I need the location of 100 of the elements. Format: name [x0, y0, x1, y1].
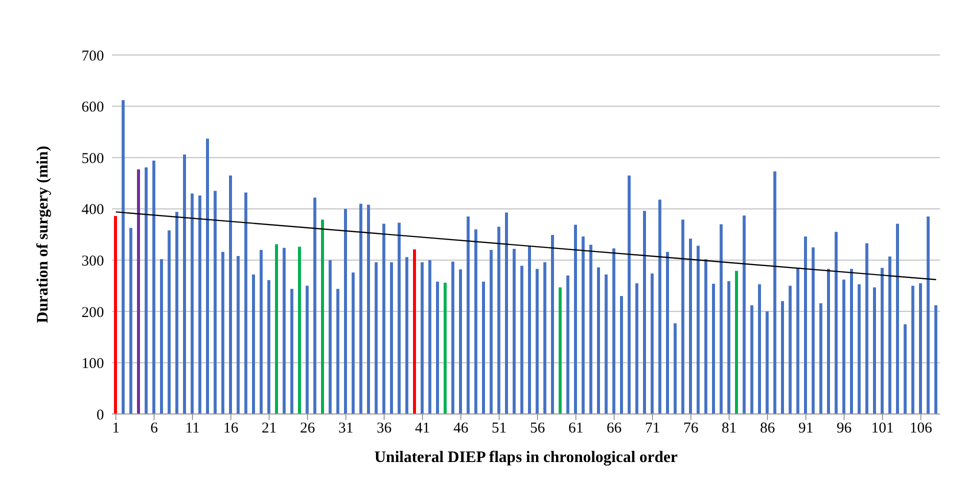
- x-tick-label: 71: [645, 420, 660, 437]
- bar: [512, 248, 516, 414]
- bar: [788, 286, 792, 414]
- bar: [589, 244, 592, 414]
- x-tick-label: 91: [798, 420, 814, 437]
- bar: [551, 235, 554, 414]
- x-tick-label: 26: [300, 420, 316, 437]
- bar: [934, 305, 938, 414]
- bar: [850, 268, 853, 414]
- bar: [328, 260, 332, 414]
- x-tick-label: 66: [606, 420, 622, 437]
- bar: [904, 324, 907, 414]
- bar: [390, 262, 393, 414]
- x-tick-label: 31: [338, 420, 354, 437]
- bar: [635, 283, 638, 414]
- bar: [880, 268, 884, 414]
- bar: [720, 224, 723, 414]
- bar: [873, 287, 876, 414]
- bar: [681, 220, 684, 414]
- bar: [244, 192, 248, 414]
- bar: [858, 284, 861, 414]
- bar: [704, 259, 708, 414]
- bar: [206, 138, 209, 414]
- bar: [122, 100, 125, 414]
- bar: [834, 232, 838, 414]
- bar: [459, 269, 462, 414]
- y-tick-label: 600: [82, 100, 104, 116]
- bar: [773, 171, 776, 414]
- bar: [221, 252, 224, 414]
- bar: [911, 286, 914, 414]
- bar: [566, 276, 570, 414]
- bar: [260, 250, 263, 414]
- x-tick-label: 106: [910, 420, 933, 437]
- bar: [712, 284, 715, 414]
- y-tick-label: 0: [96, 407, 104, 424]
- bar: [597, 267, 600, 414]
- bar: [796, 268, 800, 414]
- y-tick-label: 400: [82, 202, 104, 218]
- bar: [466, 216, 470, 414]
- bar: [275, 244, 278, 414]
- bar: [444, 282, 447, 414]
- bar: [543, 262, 546, 414]
- bar: [536, 268, 539, 414]
- bar: [474, 229, 478, 414]
- x-tick-label: 96: [836, 420, 852, 437]
- y-tick-label: 700: [82, 48, 104, 64]
- bar: [160, 259, 163, 414]
- bar: [428, 260, 432, 414]
- bar: [313, 198, 316, 414]
- bar: [804, 236, 807, 414]
- bar: [766, 311, 769, 414]
- bar: [865, 243, 868, 414]
- bar: [926, 216, 930, 414]
- bar: [183, 154, 186, 414]
- x-tick-label: 41: [415, 420, 430, 437]
- bar: [666, 252, 669, 414]
- x-tick-label: 101: [871, 420, 894, 437]
- bar: [382, 224, 386, 414]
- bar: [674, 323, 677, 414]
- bar: [827, 268, 830, 414]
- x-tick-label: 46: [453, 420, 469, 437]
- bar: [236, 256, 240, 414]
- bar: [604, 274, 608, 414]
- bar: [298, 246, 301, 414]
- y-tick-label: 100: [82, 356, 104, 372]
- bar: [812, 247, 815, 414]
- bar: [758, 284, 761, 414]
- bar: [282, 248, 286, 414]
- x-tick-label: 6: [150, 420, 158, 437]
- bar: [252, 274, 255, 414]
- bar: [520, 266, 524, 414]
- bar: [144, 167, 148, 414]
- bar: [582, 236, 585, 414]
- bar: [558, 287, 562, 414]
- x-axis-title: Unilateral DIEP flaps in chronological order: [374, 449, 678, 466]
- bar: [175, 212, 178, 414]
- x-tick-label: 76: [683, 420, 699, 437]
- bar: [129, 228, 132, 414]
- bar: [229, 176, 232, 414]
- bar: [628, 176, 631, 414]
- bar: [168, 230, 171, 414]
- bar: [321, 220, 324, 414]
- bar: [367, 204, 370, 414]
- bar: [528, 246, 531, 414]
- bar: [344, 208, 347, 414]
- x-tick-label: 16: [223, 420, 239, 437]
- bar: [742, 216, 746, 414]
- bar: [643, 210, 646, 414]
- bar: [420, 262, 424, 414]
- bar: [896, 224, 899, 414]
- bar: [497, 226, 500, 414]
- bar: [152, 160, 156, 414]
- bar: [267, 280, 270, 414]
- bar: [612, 248, 616, 414]
- x-tick-label: 36: [376, 420, 392, 437]
- bar: [190, 193, 194, 414]
- bar: [290, 288, 294, 414]
- bar: [413, 249, 416, 414]
- bar: [198, 196, 202, 414]
- bar: [405, 257, 408, 414]
